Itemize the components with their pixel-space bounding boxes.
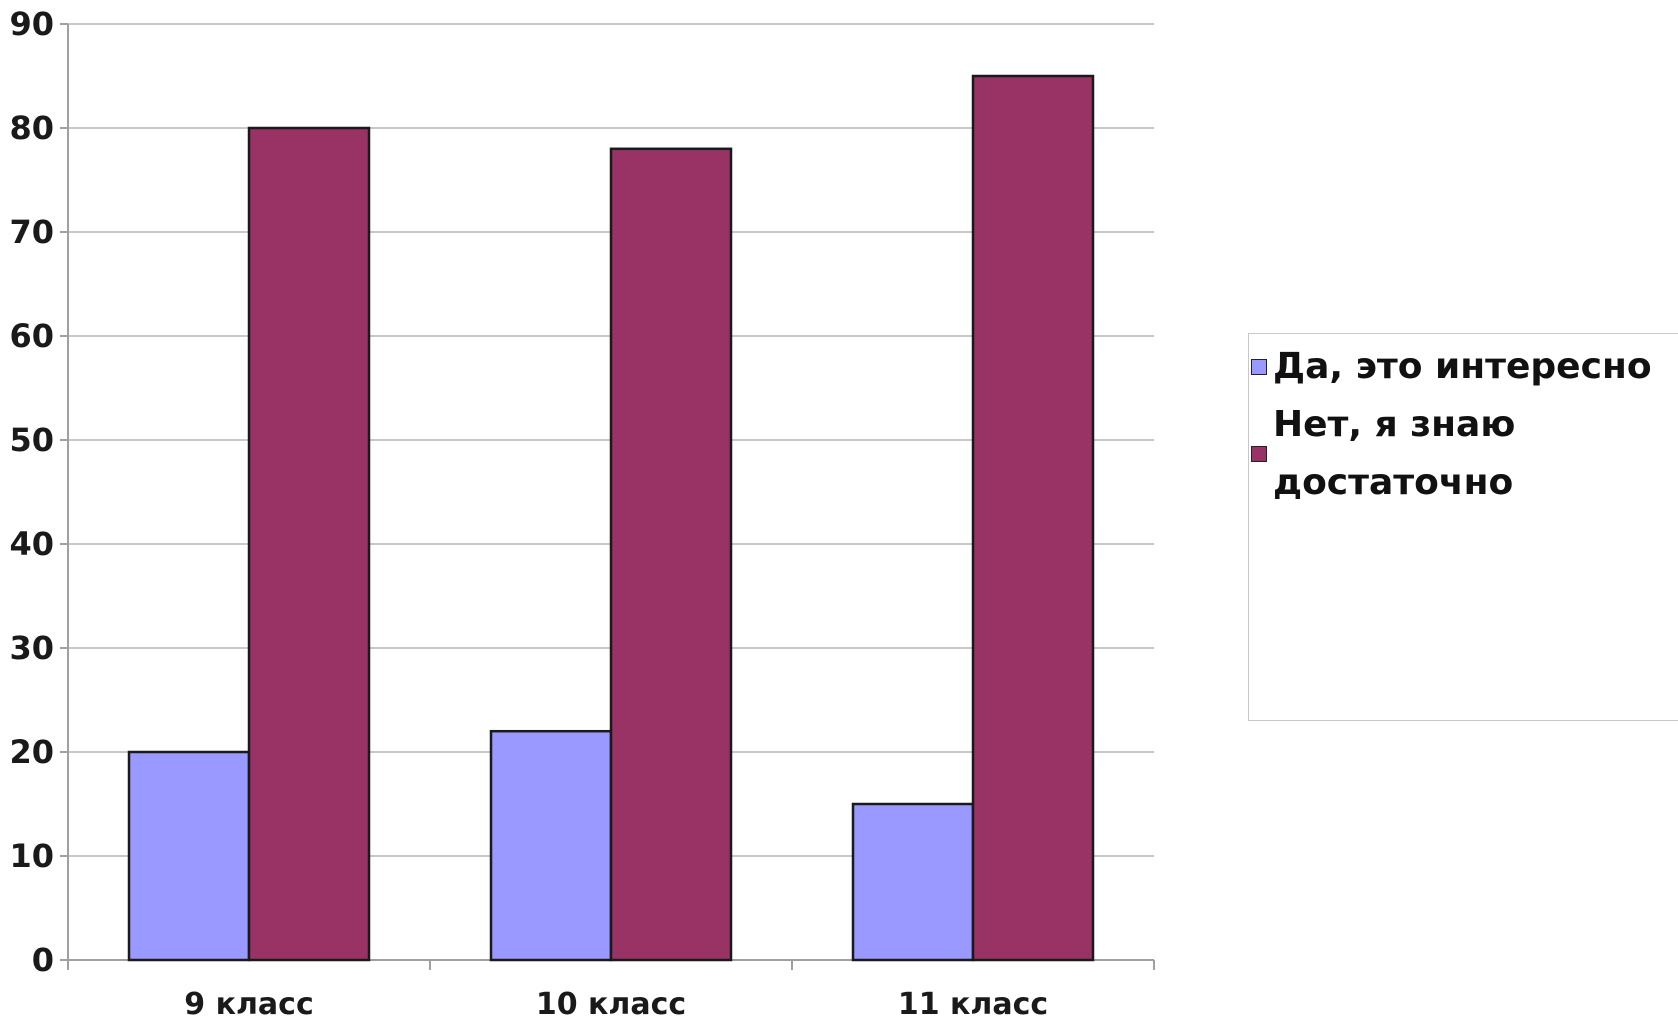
y-tick-label: 50 [9,421,54,459]
bar-1-0 [247,126,371,962]
y-tick-label: 90 [9,5,54,43]
y-tick-label: 60 [9,317,54,355]
y-tick-label: 70 [9,213,54,251]
legend-swatch-0 [1251,359,1267,375]
legend-item-1: Нет, я знаю достаточно [1249,396,1653,512]
category-labels: 9 класс 10 класс 11 класс [184,987,1048,1020]
x-tick-marks [67,960,1155,970]
y-tick-label: 40 [9,525,54,563]
bar-1-2 [971,74,1095,962]
legend-label-1: Нет, я знаю достаточно [1273,404,1516,503]
y-tick-label: 20 [9,733,54,771]
legend-swatch-1 [1251,446,1267,462]
x-category-label: 11 класс [898,987,1048,1020]
legend-label-0: Да, это интересно [1273,346,1652,387]
x-category-label: 10 класс [536,987,686,1020]
x-category-label: 9 класс [184,987,313,1020]
y-tick-labels: 0 10 20 30 40 50 60 70 80 90 [9,5,54,979]
y-tick-label: 0 [32,941,54,979]
bars [127,74,1095,962]
legend: Да, это интересно Нет, я знаю достаточно [1248,333,1678,721]
legend-item-0: Да, это интересно [1249,338,1653,396]
bar-0-0 [127,750,251,962]
y-tick-label: 80 [9,109,54,147]
y-tick-label: 10 [9,837,54,875]
bar-0-1 [489,729,613,962]
y-tick-label: 30 [9,629,54,667]
bar-1-1 [609,147,733,962]
bar-0-2 [851,802,975,962]
